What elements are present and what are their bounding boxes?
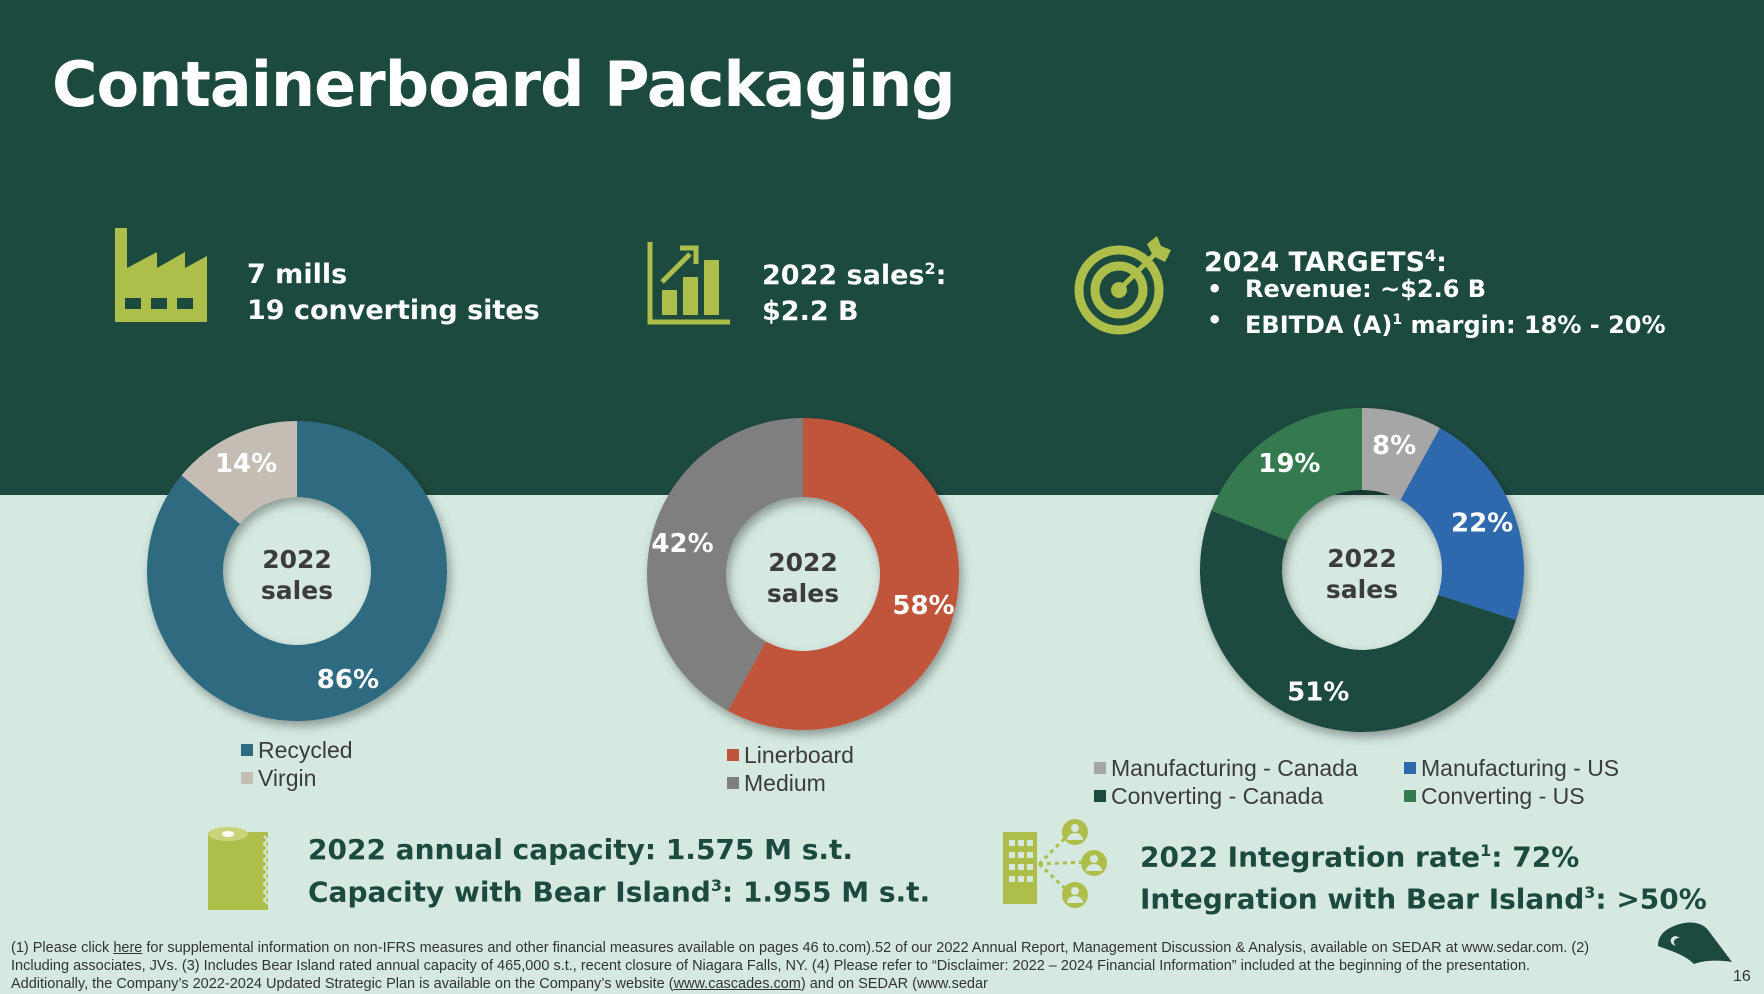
target-icon (1074, 236, 1171, 335)
slice-medium (646, 418, 803, 711)
capacity-text: 2022 annual capacity: 1.575 M s.t. Capac… (308, 832, 930, 910)
slide-title: Containerboard Packaging (52, 48, 956, 121)
footnote: (1) Please click here for supplemental i… (11, 940, 1590, 992)
center-label: 2022 (262, 545, 332, 574)
mills-kpi: 7 mills 19 converting sites (247, 257, 540, 329)
page-number: 16 (1733, 968, 1751, 985)
legend-item-converting-us: Converting - US (1404, 782, 1619, 810)
factory-icon (115, 228, 207, 322)
slice-manufacturing-us (1400, 428, 1525, 621)
donut-1 (147, 421, 447, 722)
legend-segments-right: Manufacturing - US Converting - US (1404, 754, 1619, 810)
legend-item-virgin: Virgin (241, 764, 353, 792)
link-cascades[interactable]: www.cascades.com (673, 976, 801, 992)
slice-label: 8% (1372, 431, 1416, 461)
targets-title: 2024 TARGETS4: (1204, 246, 1447, 278)
legend-liner-medium: Linerboard Medium (727, 741, 854, 797)
integration-rate-line: 2022 Integration rate1: 72% (1140, 840, 1580, 874)
slice-label: 86% (317, 665, 379, 695)
integration-bear-island-line: Integration with Bear Island3: >50% (1140, 882, 1707, 916)
sales-kpi: 2022 sales2: $2.2 B (762, 251, 946, 330)
slice-virgin (181, 421, 297, 524)
legend-item-recycled: Recycled (241, 736, 353, 764)
legend-item-manufacturing-canada: Manufacturing - Canada (1094, 754, 1358, 782)
slice-manufacturing-canada (1362, 408, 1441, 500)
donut-3 (1200, 408, 1525, 732)
logo-icon (1658, 922, 1732, 964)
legend-item-medium: Medium (727, 769, 854, 797)
legend-item-linerboard: Linerboard (727, 741, 854, 769)
slice-label: 51% (1287, 678, 1349, 708)
slice-converting-canada (1200, 510, 1517, 732)
center-label: sales (1326, 575, 1398, 604)
slice-converting-us (1211, 408, 1362, 541)
converting-sites-line: 19 converting sites (247, 295, 540, 326)
target-revenue: Revenue: ~$2.6 B (1205, 274, 1666, 305)
slice-label: 22% (1451, 508, 1513, 538)
network-icon (1003, 819, 1107, 908)
top-band (0, 0, 1764, 495)
slice-recycled (147, 421, 447, 722)
legend-item-converting-canada: Converting - Canada (1094, 782, 1358, 810)
legend-segments-left: Manufacturing - Canada Converting - Cana… (1094, 754, 1358, 810)
legend-recycled-virgin: Recycled Virgin (241, 736, 353, 792)
integration-text: 2022 Integration rate1: 72% Integration … (1140, 833, 1707, 918)
target-ebitda: EBITDA (A)1 margin: 18% - 20% (1205, 305, 1666, 341)
bar-chart-icon (647, 242, 730, 325)
center-label: 2022 (768, 548, 838, 577)
donut-charts: 86%14%2022sales58%42%2022sales8%22%51%19… (147, 408, 1525, 732)
slice-label: 42% (651, 529, 713, 559)
donut-2 (646, 418, 959, 730)
link-here[interactable]: here (113, 940, 143, 956)
slice-label: 19% (1258, 449, 1320, 479)
sales-line: 2022 sales2: (762, 259, 947, 291)
paper-roll-icon (208, 827, 270, 910)
center-label: sales (767, 579, 839, 608)
center-label: sales (261, 576, 333, 605)
mills-line: 7 mills (247, 259, 348, 290)
slice-label: 14% (215, 449, 277, 479)
capacity-line: 2022 annual capacity: 1.575 M s.t. (308, 833, 854, 866)
sales-value: $2.2 B (762, 296, 859, 327)
legend-item-manufacturing-us: Manufacturing - US (1404, 754, 1619, 782)
center-label: 2022 (1327, 544, 1397, 573)
slice-linerboard (727, 418, 959, 730)
targets-list: Revenue: ~$2.6 B EBITDA (A)1 margin: 18%… (1205, 274, 1666, 341)
slice-label: 58% (892, 591, 954, 621)
capacity-bear-island-line: Capacity with Bear Island3: 1.955 M s.t. (308, 875, 931, 909)
